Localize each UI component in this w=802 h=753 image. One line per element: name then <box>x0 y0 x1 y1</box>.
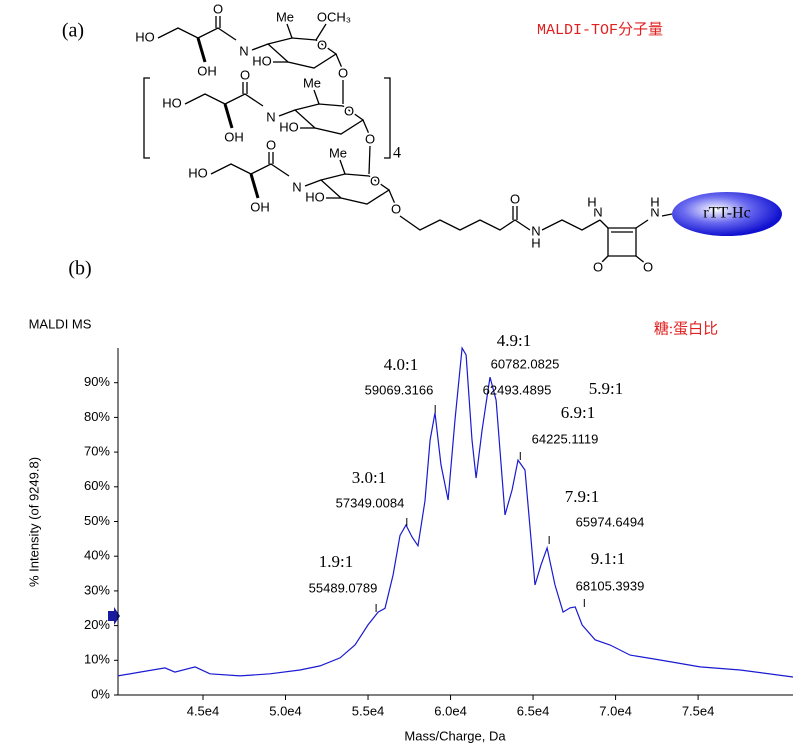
repeat-count: 4 <box>393 145 401 162</box>
y-tick-label: 20% <box>84 617 110 632</box>
atom-label: Me <box>329 145 347 160</box>
atom-label: HO <box>162 95 182 110</box>
peak-ratio: 9.1:1 <box>591 549 625 568</box>
x-tick-label: 6.5e4 <box>517 703 550 718</box>
atom-label: OH <box>250 199 270 214</box>
atom-label: O <box>643 259 653 274</box>
panel-label: (a) <box>62 20 84 42</box>
atom-label: H <box>587 194 596 209</box>
y-tick-label: 30% <box>84 582 110 597</box>
threshold-arrow <box>108 607 120 625</box>
chart-subtitle: 糖:蛋白比 <box>654 320 718 337</box>
chart-title: MALDI MS <box>29 316 92 331</box>
atom-label: O <box>344 103 354 118</box>
x-tick-label: 4.5e4 <box>187 703 220 718</box>
y-tick-label: 50% <box>84 513 110 528</box>
note: MALDI-TOF分子量 <box>537 21 663 39</box>
plot: 0% 10% 20% 30% 40% 50% 60% 70% 80% 90% 4.5e4 5.0e4 5… <box>84 331 794 718</box>
x-tick-label: 7.0e4 <box>599 703 632 718</box>
atom-label: O <box>317 37 327 52</box>
peak-mass: 68105.3939 <box>576 578 645 593</box>
x-tick-label: 6.0e4 <box>434 703 467 718</box>
bonds <box>143 23 673 265</box>
atom-label: OCH₃ <box>317 9 351 24</box>
structure: HOOOHNHOMeOOOCH₃HOOOHNHOMeOOHOOOHNHOMeOO… <box>133 0 782 276</box>
atom-label: HO <box>279 119 299 134</box>
atom-label: N <box>531 223 540 238</box>
y-tick-label: 90% <box>84 374 110 389</box>
sugar-unit <box>156 14 344 70</box>
spectrum-line <box>117 346 794 678</box>
atom-label: OH <box>197 63 217 78</box>
atom-label: O <box>240 67 250 82</box>
atom-label: N <box>239 43 248 58</box>
y-tick-label: 60% <box>84 478 110 493</box>
atom-label: N <box>650 204 659 219</box>
peak-ratio: 3.0:1 <box>352 468 386 487</box>
peak-mass: 65974.6494 <box>576 514 645 529</box>
atom-label: H <box>531 235 540 250</box>
sugar-unit <box>209 150 397 206</box>
peak-ratio: 7.9:1 <box>565 487 599 506</box>
peak-ratio: 4.0:1 <box>384 355 418 374</box>
atom-label: HO <box>135 29 155 44</box>
atom-label: HO <box>305 189 325 204</box>
atom-label: O <box>213 1 223 16</box>
peak-mass: 62493.4895 <box>483 382 552 397</box>
atom-label: Me <box>303 75 321 90</box>
sugar-unit <box>183 80 371 136</box>
atom-label: OH <box>224 129 244 144</box>
peak-mass: 55489.0789 <box>309 580 378 595</box>
atom-label: O <box>510 191 520 206</box>
protein-label: rTT-Hc <box>703 205 750 222</box>
atom-label: O <box>370 173 380 188</box>
atom-label: O <box>593 259 603 274</box>
x-axis-title: Mass/Charge, Da <box>404 728 506 743</box>
atom-label: N <box>292 179 301 194</box>
y-tick-label: 40% <box>84 548 110 563</box>
peak-mass: 60782.0825 <box>491 356 560 371</box>
peak-ratio: 6.9:1 <box>561 403 595 422</box>
y-tick-label: 70% <box>84 444 110 459</box>
atom-label: H <box>650 194 659 209</box>
atom-label: HO <box>252 53 272 68</box>
x-tick-label: 7.5e4 <box>682 703 715 718</box>
atom-label: N <box>593 204 602 219</box>
panel-label: (b) <box>68 258 91 280</box>
atom-label: O <box>338 65 348 80</box>
atom-label: O <box>266 137 276 152</box>
atom-label: O <box>391 201 401 216</box>
y-axis-title: % Intensity (of 9249.8) <box>26 457 41 587</box>
x-tick-label: 5.5e4 <box>352 703 385 718</box>
atom-label: Me <box>276 9 294 24</box>
peak-ratio: 5.9:1 <box>589 379 623 398</box>
peak-ratio: 4.9:1 <box>497 331 531 350</box>
y-tick-label: 0% <box>91 686 110 701</box>
y-tick-label: 80% <box>84 409 110 424</box>
atom-label: O <box>365 131 375 146</box>
x-tick-label: 5.0e4 <box>269 703 302 718</box>
protein <box>672 192 782 236</box>
y-tick-label: 10% <box>84 652 110 667</box>
peak-ratio: 1.9:1 <box>319 552 353 571</box>
atom-label: N <box>266 109 275 124</box>
peak-mass: 64225.1119 <box>532 431 599 446</box>
atom-label: HO <box>188 165 208 180</box>
peak-mass: 59069.3166 <box>365 382 434 397</box>
peak-mass: 57349.0084 <box>336 495 405 510</box>
